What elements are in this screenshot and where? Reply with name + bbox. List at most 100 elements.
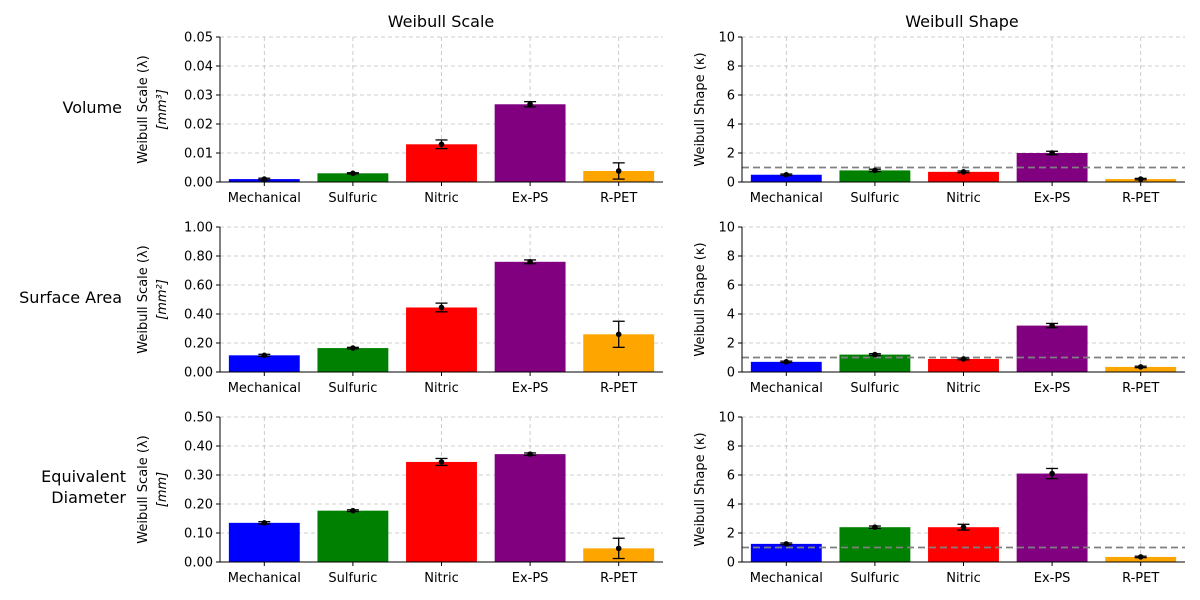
y-tick-label: 0.20 [184,498,213,513]
column-title-weibull-scale: Weibull Scale [387,12,495,31]
y-tick-label: 8 [727,250,735,265]
column-title-weibull-shape: Weibull Shape [905,12,1019,31]
y-tick-label: 0.04 [184,60,213,75]
x-tick-label: Sulfuric [328,571,377,586]
bar-ex-ps [494,261,566,372]
data-point [783,541,790,547]
y-tick-label: 0.40 [184,440,213,455]
y-tick-label: 0.80 [184,250,213,265]
y-tick-label: 4 [727,308,735,323]
x-tick-label: Mechanical [228,381,301,396]
y-tick-label: 2 [727,337,735,352]
y-tick-label: 0.05 [184,31,213,46]
x-tick-label: Mechanical [228,191,301,206]
y-tick-label: 0.00 [184,556,213,571]
row-label-equivalent-diameter: Equivalent Diameter [41,467,126,507]
x-tick-label: Nitric [424,381,459,396]
y-tick-label: 0.03 [184,89,213,104]
data-point [960,356,967,362]
data-point [350,345,356,351]
bar-mechanical [750,361,822,372]
x-tick-label: Ex-PS [1034,191,1071,206]
bar-ex-ps [494,454,566,562]
y-tick-label: 0.60 [184,279,213,294]
y-tick-label: 0.00 [184,366,213,381]
bar-sulfuric [317,173,389,182]
bar-mechanical [228,355,300,372]
data-point [1137,364,1144,370]
y-tick-label: 0.20 [184,337,213,352]
y-axis-label: Weibull Scale (λ) [136,245,151,354]
data-point [960,169,967,175]
y-tick-label: 4 [727,118,735,133]
data-point [960,524,967,530]
y-tick-label: 0.30 [184,469,213,484]
x-tick-label: Nitric [424,191,459,206]
data-point [261,176,268,182]
data-point [615,331,622,338]
data-point [872,524,878,530]
x-tick-label: R-PET [1122,191,1159,206]
x-tick-label: Nitric [946,571,981,586]
x-tick-label: R-PET [600,381,637,396]
row-label-volume: Volume [62,98,122,117]
y-tick-label: 0.01 [184,147,213,162]
x-tick-label: R-PET [1122,571,1159,586]
data-point [350,170,356,177]
data-point [527,101,533,108]
y-tick-label: 0 [727,556,735,571]
x-tick-label: Sulfuric [328,381,377,396]
x-tick-label: Sulfuric [850,381,899,396]
bar-ex-ps [494,104,566,182]
data-point [261,352,268,359]
bar-sulfuric [317,510,389,562]
data-point [527,451,533,457]
x-tick-label: Nitric [946,381,981,396]
bar-nitric [928,527,999,562]
x-tick-label: Sulfuric [850,191,899,206]
y-tick-label: 10 [718,411,735,426]
bar-mechanical [750,543,822,562]
y-tick-label: 2 [727,147,735,162]
y-axis-label: Weibull Shape (κ) [693,242,708,356]
data-point [615,545,622,552]
bar-nitric [928,171,999,182]
bar-sulfuric [839,354,911,372]
bar-sulfuric [839,527,911,562]
x-tick-label: R-PET [600,571,637,586]
y-tick-label: 0.40 [184,308,213,323]
data-point [615,168,622,174]
bar-nitric [406,461,477,562]
x-tick-label: Ex-PS [512,191,549,206]
data-point [783,359,790,365]
row-label-surface-area: Surface Area [19,288,122,307]
y-tick-label: 2 [727,527,735,542]
bar-nitric [406,307,477,372]
y-tick-label: 8 [727,60,735,75]
y-axis-label: Weibull Shape (κ) [693,52,708,166]
data-point [438,459,445,465]
bar-ex-ps [1016,473,1088,562]
x-tick-label: Sulfuric [850,571,899,586]
x-tick-label: R-PET [1122,381,1159,396]
x-tick-label: Ex-PS [1034,381,1071,396]
y-axis-label: Weibull Shape (κ) [693,432,708,546]
y-tick-label: 0.00 [184,176,213,191]
y-tick-label: 0.02 [184,118,213,133]
data-point [872,351,878,358]
data-point [1049,470,1055,477]
y-axis-unit: [mm²] [155,279,170,320]
bar-mechanical [228,522,300,562]
y-tick-label: 1.00 [184,221,213,236]
x-tick-label: Mechanical [228,571,301,586]
data-point [527,259,533,265]
bar-ex-ps [1016,325,1088,372]
y-axis-unit: [mm] [155,472,170,507]
data-point [872,167,878,174]
y-tick-label: 10 [718,31,735,46]
data-point [1137,176,1144,182]
x-tick-label: Ex-PS [1034,571,1071,586]
y-tick-label: 10 [718,221,735,236]
y-axis-unit: [mm³] [155,89,170,130]
